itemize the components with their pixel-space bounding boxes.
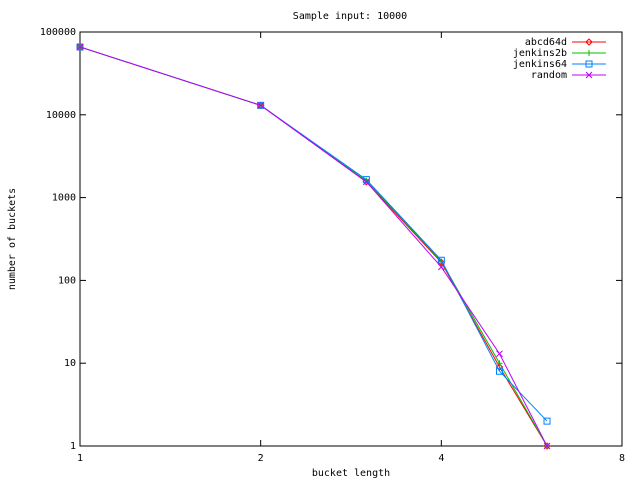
data-point [496, 360, 503, 367]
x-tick-label: 2 [258, 453, 264, 464]
y-axis-label: number of buckets [7, 188, 18, 290]
y-tick-label: 1000 [52, 193, 76, 204]
legend-label: random [531, 70, 567, 81]
series-line [79, 46, 548, 447]
x-tick-label: 8 [619, 453, 625, 464]
series-line [79, 46, 548, 447]
y-tick-label: 100 [58, 275, 76, 286]
legend-marker [585, 71, 593, 79]
data-point [437, 263, 445, 271]
y-tick-label: 1 [70, 441, 76, 452]
legend-marker [586, 50, 592, 56]
data-point [76, 43, 84, 51]
x-axis-label: bucket length [312, 468, 390, 479]
data-point [543, 417, 551, 425]
data-point [257, 102, 265, 109]
x-tick-label: 4 [438, 453, 444, 464]
data-point [362, 176, 370, 184]
series-line [79, 46, 548, 447]
data-point [437, 256, 445, 264]
chart-title: Sample input: 10000 [293, 11, 407, 22]
x-tick-label: 1 [77, 453, 83, 464]
legend-marker [585, 38, 593, 46]
y-tick-label: 10000 [46, 110, 76, 121]
series-line [79, 46, 548, 422]
data-point [362, 178, 370, 186]
data-point [76, 43, 84, 51]
legend-label: jenkins2b [513, 48, 567, 59]
legend-label: abcd64d [525, 37, 567, 48]
data-point [496, 350, 503, 358]
legend-label: jenkins64 [513, 59, 567, 70]
plot-frame [79, 31, 623, 447]
y-tick-label: 10 [64, 358, 76, 369]
y-tick-label: 100000 [40, 27, 76, 38]
legend-marker [585, 60, 593, 68]
data-point [543, 442, 551, 450]
data-point [495, 367, 503, 375]
